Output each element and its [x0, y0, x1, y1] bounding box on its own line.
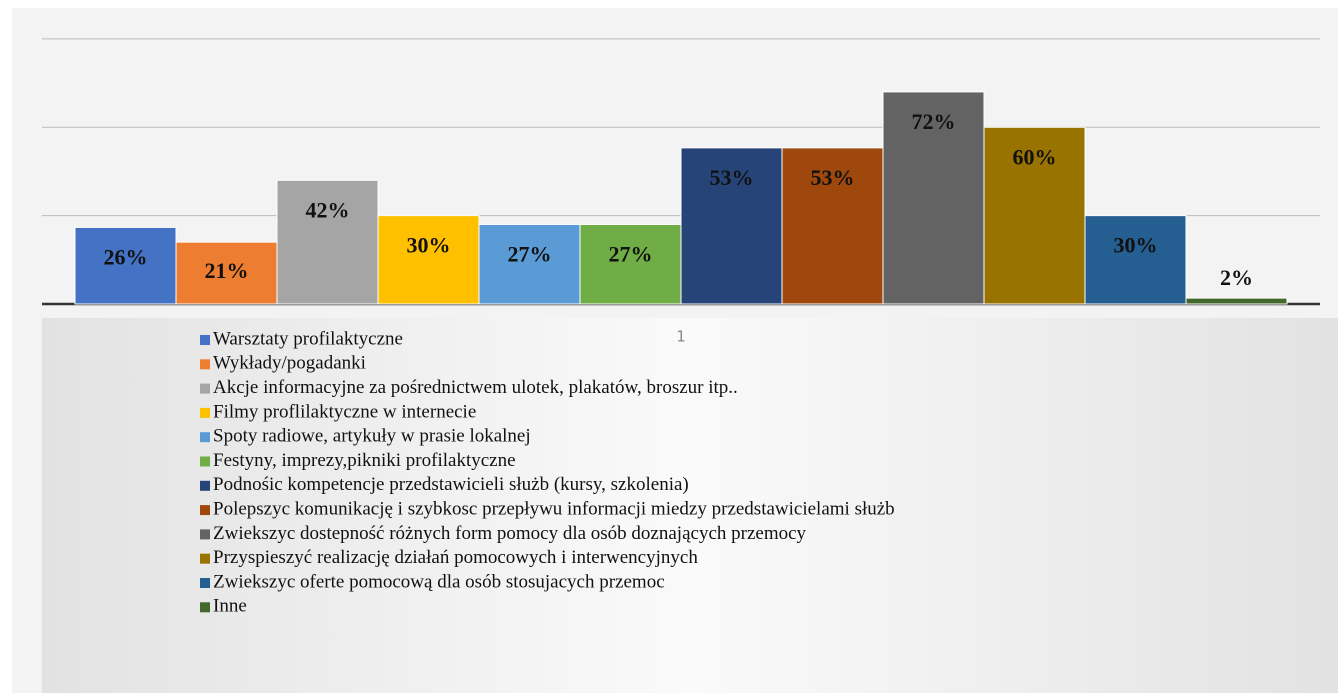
value-label: 21% — [205, 258, 249, 283]
bar — [983, 126, 1086, 305]
value-label: 53% — [811, 165, 855, 190]
legend-background — [42, 318, 1338, 693]
legend-swatch — [200, 407, 210, 418]
value-label: 27% — [609, 242, 653, 267]
legend-swatch — [200, 602, 210, 613]
legend-label: Zwiekszyc dostepność różnych form pomocy… — [213, 523, 807, 544]
legend-swatch — [200, 529, 210, 540]
legend-swatch — [200, 505, 210, 516]
legend-label: Akcje informacyjne za pośrednictwem ulot… — [213, 377, 738, 398]
bar — [276, 179, 379, 305]
bar — [781, 147, 884, 305]
legend-label: Przyspieszyć realizację działań pomocowy… — [213, 547, 698, 568]
legend-swatch — [200, 480, 210, 491]
legend-label: Polepszyc komunikację i szybkosc przepły… — [213, 498, 895, 519]
value-label: 60% — [1013, 144, 1057, 169]
legend-label: Podnośic kompetencje przedstawicieli słu… — [213, 474, 689, 495]
legend-swatch — [200, 456, 210, 467]
value-label: 42% — [306, 197, 350, 222]
bar — [680, 147, 783, 305]
value-label: 72% — [912, 109, 956, 134]
bar — [579, 223, 682, 305]
legend-label: Wykłady/pogadanki — [213, 353, 366, 374]
legend-label: Spoty radiowe, artykuły w prasie lokalne… — [213, 426, 531, 447]
legend-swatch — [200, 432, 210, 443]
bar — [478, 223, 581, 305]
legend-swatch — [200, 335, 210, 345]
value-label: 30% — [1114, 233, 1158, 258]
legend-label: Zwiekszyc oferte pomocową dla osób stosu… — [213, 571, 665, 592]
value-label: 26% — [104, 244, 148, 269]
bar — [1185, 297, 1288, 305]
legend-label: Inne — [213, 596, 247, 617]
legend-label: Filmy proflilaktyczne w internecie — [213, 401, 476, 422]
value-label: 53% — [710, 165, 754, 190]
legend-label: Warsztaty profilaktyczne — [213, 328, 403, 349]
bar — [377, 215, 480, 305]
bar — [1084, 215, 1187, 305]
bar — [882, 91, 985, 305]
legend-swatch — [200, 578, 210, 588]
x-tick-label: 1 — [676, 328, 686, 346]
legend-swatch — [200, 359, 210, 370]
value-label: 27% — [508, 242, 552, 267]
legend-swatch — [200, 383, 210, 394]
value-label: 30% — [407, 233, 451, 258]
legend-swatch — [200, 553, 210, 564]
value-label: 2% — [1220, 265, 1253, 290]
bar — [175, 241, 278, 305]
legend-label: Festyny, imprezy,pikniki profilaktyczne — [213, 450, 516, 471]
